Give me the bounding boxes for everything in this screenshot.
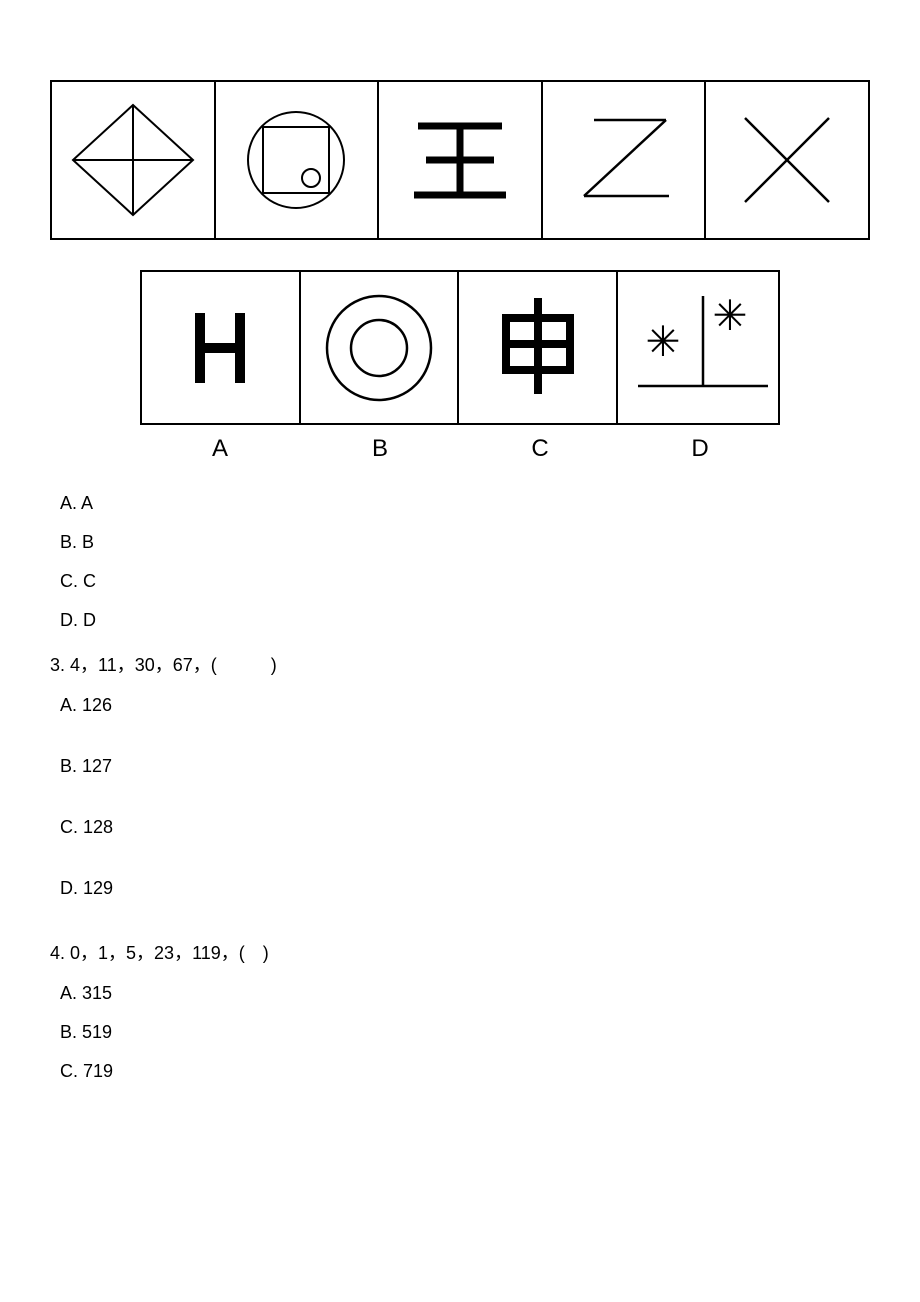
- circle-square-icon: [226, 90, 366, 230]
- asterisks-t-icon: ✳ ✳: [618, 278, 778, 418]
- option-item: B. B: [60, 532, 870, 553]
- answer-labels-row: A B C D: [140, 435, 780, 463]
- figure-cell: [52, 82, 216, 238]
- z-shape-icon: [554, 90, 694, 230]
- double-circle-icon: [309, 278, 449, 418]
- answer-figures-wrap: ✳ ✳: [50, 270, 870, 425]
- answer-figures-row: ✳ ✳: [140, 270, 780, 425]
- answer-label: B: [300, 435, 460, 463]
- option-item: D. 129: [60, 878, 870, 899]
- q3-text: 3. 4，11，30，67，( ): [50, 651, 870, 677]
- answer-cell: ✳ ✳: [618, 272, 778, 423]
- figure-cell: [216, 82, 380, 238]
- diamond-cross-icon: [63, 90, 203, 230]
- answer-label: D: [620, 435, 780, 463]
- option-item: B. 519: [60, 1022, 870, 1043]
- figure-cell: [706, 82, 868, 238]
- q4-options: A. 315 B. 519 C. 719: [50, 983, 870, 1082]
- figure-cell: [379, 82, 543, 238]
- figure-sequence-row: [50, 80, 870, 240]
- answer-cell: [301, 272, 460, 423]
- answer-cell: [459, 272, 618, 423]
- option-item: C. C: [60, 571, 870, 592]
- answer-cell: [142, 272, 301, 423]
- answer-label: C: [460, 435, 620, 463]
- q4-text: 4. 0，1，5，23，119，( ): [50, 939, 870, 965]
- q3-options: A. 126 B. 127 C. 128 D. 129: [50, 695, 870, 899]
- figure-cell: [543, 82, 707, 238]
- option-item: C. 128: [60, 817, 870, 838]
- q2-options: A. A B. B C. C D. D: [50, 493, 870, 631]
- svg-text:✳: ✳: [645, 320, 680, 366]
- wang-shape-icon: [390, 90, 530, 230]
- option-item: B. 127: [60, 756, 870, 777]
- option-item: A. 315: [60, 983, 870, 1004]
- h-letter-icon: [150, 278, 290, 418]
- shen-character-icon: [468, 278, 608, 418]
- x-cross-icon: [717, 90, 857, 230]
- answer-label: A: [140, 435, 300, 463]
- svg-text:✳: ✳: [712, 294, 747, 340]
- option-item: A. 126: [60, 695, 870, 716]
- option-item: C. 719: [60, 1061, 870, 1082]
- option-item: A. A: [60, 493, 870, 514]
- option-item: D. D: [60, 610, 870, 631]
